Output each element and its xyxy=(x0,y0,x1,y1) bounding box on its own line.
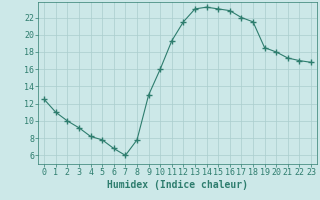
X-axis label: Humidex (Indice chaleur): Humidex (Indice chaleur) xyxy=(107,180,248,190)
